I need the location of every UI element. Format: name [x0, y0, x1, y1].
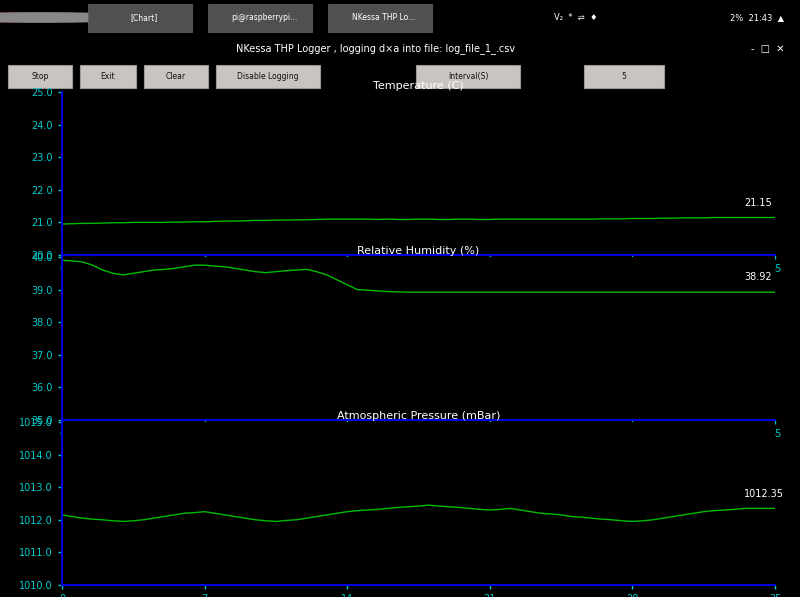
Text: Disable Logging: Disable Logging — [238, 72, 298, 81]
Text: 5: 5 — [622, 72, 626, 81]
Text: V₂  *  ⇌  ♦: V₂ * ⇌ ♦ — [554, 13, 598, 22]
Circle shape — [0, 13, 104, 21]
Circle shape — [0, 13, 150, 21]
FancyBboxPatch shape — [88, 4, 192, 32]
FancyBboxPatch shape — [80, 65, 136, 88]
Circle shape — [0, 13, 162, 21]
Text: Clear: Clear — [166, 72, 186, 81]
Text: NKessa THP Lo...: NKessa THP Lo... — [352, 13, 416, 22]
Text: [Chart]: [Chart] — [130, 13, 158, 22]
Text: Exit: Exit — [101, 72, 115, 81]
Circle shape — [0, 13, 116, 21]
Title: Temperature (C): Temperature (C) — [373, 81, 464, 91]
FancyBboxPatch shape — [584, 65, 664, 88]
FancyBboxPatch shape — [8, 65, 72, 88]
Text: Stop: Stop — [31, 72, 49, 81]
Text: NKessa THP Logger , logging d×a into file: log_file_1_.csv: NKessa THP Logger , logging d×a into fil… — [237, 44, 515, 54]
Title: Atmospheric Pressure (mBar): Atmospheric Pressure (mBar) — [337, 411, 500, 421]
FancyBboxPatch shape — [328, 4, 432, 32]
FancyBboxPatch shape — [216, 65, 320, 88]
FancyBboxPatch shape — [416, 65, 520, 88]
Circle shape — [0, 13, 140, 21]
FancyBboxPatch shape — [208, 4, 312, 32]
Text: Interval(S): Interval(S) — [448, 72, 488, 81]
Text: -  □  ✕: - □ ✕ — [751, 44, 785, 54]
Text: 2%  21:43  ▲: 2% 21:43 ▲ — [730, 13, 784, 22]
Circle shape — [0, 13, 128, 21]
Text: 1012.35: 1012.35 — [745, 488, 785, 498]
Text: 38.92: 38.92 — [745, 272, 772, 282]
Text: 21.15: 21.15 — [745, 198, 772, 208]
FancyBboxPatch shape — [144, 65, 208, 88]
Title: Relative Humidity (%): Relative Humidity (%) — [358, 246, 480, 256]
Text: pi@raspberrypi...: pi@raspberrypi... — [231, 13, 297, 22]
